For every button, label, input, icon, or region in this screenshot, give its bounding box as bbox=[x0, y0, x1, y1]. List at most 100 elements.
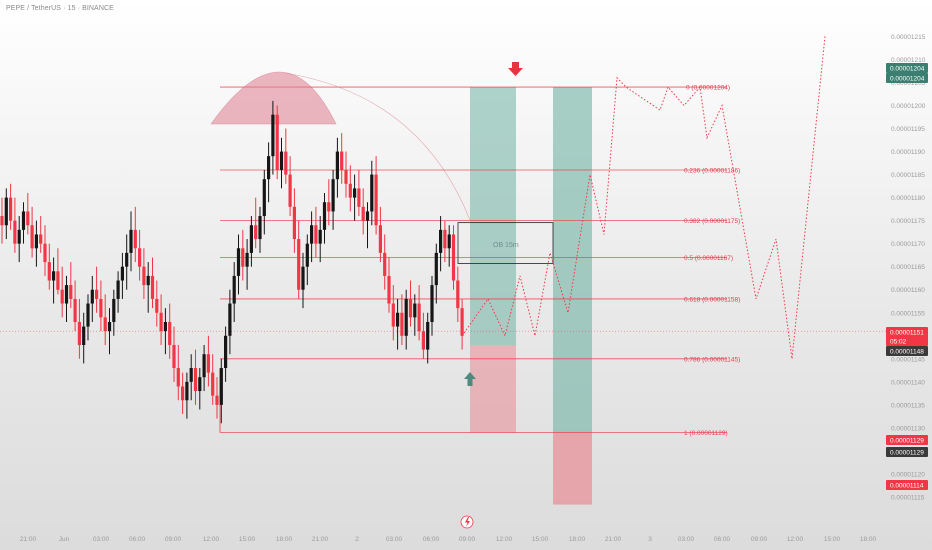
x-tick-label: 15:00 bbox=[239, 536, 256, 543]
candle-body bbox=[271, 114, 275, 157]
candle-body bbox=[172, 344, 176, 369]
x-tick-label: 2 bbox=[355, 536, 359, 543]
price-tag-label: 05:02 bbox=[890, 339, 907, 346]
x-tick-label: 15:00 bbox=[532, 536, 549, 543]
candle-body bbox=[13, 220, 17, 244]
x-tick-label: 12:00 bbox=[203, 536, 220, 543]
candle-body bbox=[460, 308, 464, 336]
candle-body bbox=[112, 298, 116, 322]
candle-body bbox=[189, 368, 193, 382]
candle-body bbox=[86, 303, 90, 327]
price-tag bbox=[886, 73, 928, 83]
y-tick-label: 0.00001145 bbox=[891, 356, 925, 363]
candle-body bbox=[95, 289, 99, 299]
candle-body bbox=[150, 275, 155, 299]
candle-body bbox=[0, 216, 4, 226]
x-tick-label: 09:00 bbox=[165, 536, 182, 543]
candle-body bbox=[396, 312, 400, 327]
price-tags: 0.00001204 0.00001204 0.00001151 05:02 0.000… bbox=[886, 63, 928, 490]
price-tag bbox=[886, 447, 928, 457]
y-tick-label: 0.00001140 bbox=[891, 379, 925, 386]
fib-label: 0.382 (0.00001175) bbox=[684, 218, 740, 225]
candle-body bbox=[232, 275, 236, 304]
candle-body bbox=[215, 395, 219, 405]
candle-body bbox=[120, 266, 124, 281]
candle-body bbox=[344, 169, 348, 184]
price-tag-label: 0.00001129 bbox=[890, 438, 924, 445]
candle-body bbox=[21, 211, 26, 230]
price-tag-label: 0.00001151 bbox=[890, 330, 924, 337]
candle-body bbox=[185, 381, 189, 401]
rounded-top-dome bbox=[210, 71, 337, 125]
candle-body bbox=[82, 326, 86, 345]
y-tick-label: 0.00001155 bbox=[891, 310, 925, 317]
x-tick-label: 12:00 bbox=[787, 536, 804, 543]
y-tick-label: 0.00001195 bbox=[891, 126, 925, 133]
candle-body bbox=[168, 321, 172, 345]
y-tick-label: 0.00001130 bbox=[891, 425, 925, 432]
rounded-top-curve bbox=[284, 72, 471, 221]
candle-body bbox=[314, 225, 318, 244]
y-tick-label: 0.00001120 bbox=[891, 471, 925, 478]
candle-body bbox=[176, 368, 180, 387]
x-tick-label: 06:00 bbox=[714, 536, 731, 543]
candle-body bbox=[443, 229, 447, 249]
x-tick-label: 06:00 bbox=[129, 536, 146, 543]
candle-body bbox=[400, 312, 404, 336]
candle-body bbox=[391, 303, 395, 327]
candle-body bbox=[322, 202, 327, 230]
order-block-label: OB 15m bbox=[493, 242, 519, 249]
candle-body bbox=[327, 202, 331, 212]
candle-body bbox=[4, 197, 8, 226]
candle-body bbox=[90, 289, 94, 304]
price-tag bbox=[886, 327, 928, 337]
candle-body bbox=[30, 225, 34, 249]
fib-label: 0.786 (0.00001145) bbox=[684, 356, 740, 363]
candle-body bbox=[456, 280, 460, 309]
candle-body bbox=[155, 298, 159, 313]
x-tick-label: 09:00 bbox=[751, 536, 768, 543]
candle-body bbox=[228, 303, 232, 336]
y-tick-label: 0.00001180 bbox=[891, 195, 925, 202]
candle-body bbox=[267, 156, 271, 180]
candle-body bbox=[288, 174, 292, 207]
candle-body bbox=[219, 368, 223, 405]
candle-body bbox=[331, 179, 335, 212]
price-tag bbox=[886, 435, 928, 445]
candle-body bbox=[47, 262, 51, 281]
candle-body bbox=[292, 206, 296, 240]
candle-body bbox=[69, 285, 73, 299]
candle-body bbox=[305, 243, 309, 267]
price-tag-label: 0.00001114 bbox=[890, 483, 924, 490]
candle-body bbox=[417, 303, 421, 332]
down-arrow-icon bbox=[508, 62, 523, 76]
price-tag bbox=[886, 346, 928, 356]
candle-body bbox=[353, 188, 357, 198]
x-tick-label: 15:00 bbox=[824, 536, 841, 543]
candle-body bbox=[340, 151, 344, 170]
y-tick-label: 0.00001210 bbox=[891, 57, 926, 64]
candle-body bbox=[193, 368, 198, 392]
fib-label: 0 (0.00001204) bbox=[686, 85, 730, 92]
candle-body bbox=[146, 275, 150, 286]
price-tag bbox=[886, 63, 928, 73]
y-axis: 0.00001215 0.00001210 0.00001205 0.00001200… bbox=[891, 34, 926, 502]
fib-label: 0.5 (0.00001167) bbox=[684, 255, 733, 262]
candle-body bbox=[387, 275, 391, 304]
price-tag-label: 0.00001129 bbox=[890, 450, 924, 457]
candle-body bbox=[301, 266, 305, 290]
x-tick-label: 09:00 bbox=[459, 536, 476, 543]
candle-body bbox=[224, 335, 228, 369]
candle-body bbox=[374, 174, 378, 226]
candle-body bbox=[404, 298, 408, 336]
candle-body bbox=[275, 114, 279, 170]
candle-body bbox=[198, 377, 202, 392]
candle-body bbox=[245, 252, 249, 267]
candle-body bbox=[17, 229, 21, 244]
candle-body bbox=[318, 229, 322, 244]
candle-body bbox=[202, 354, 206, 378]
candle-body bbox=[129, 229, 133, 253]
candle-body bbox=[383, 252, 387, 276]
